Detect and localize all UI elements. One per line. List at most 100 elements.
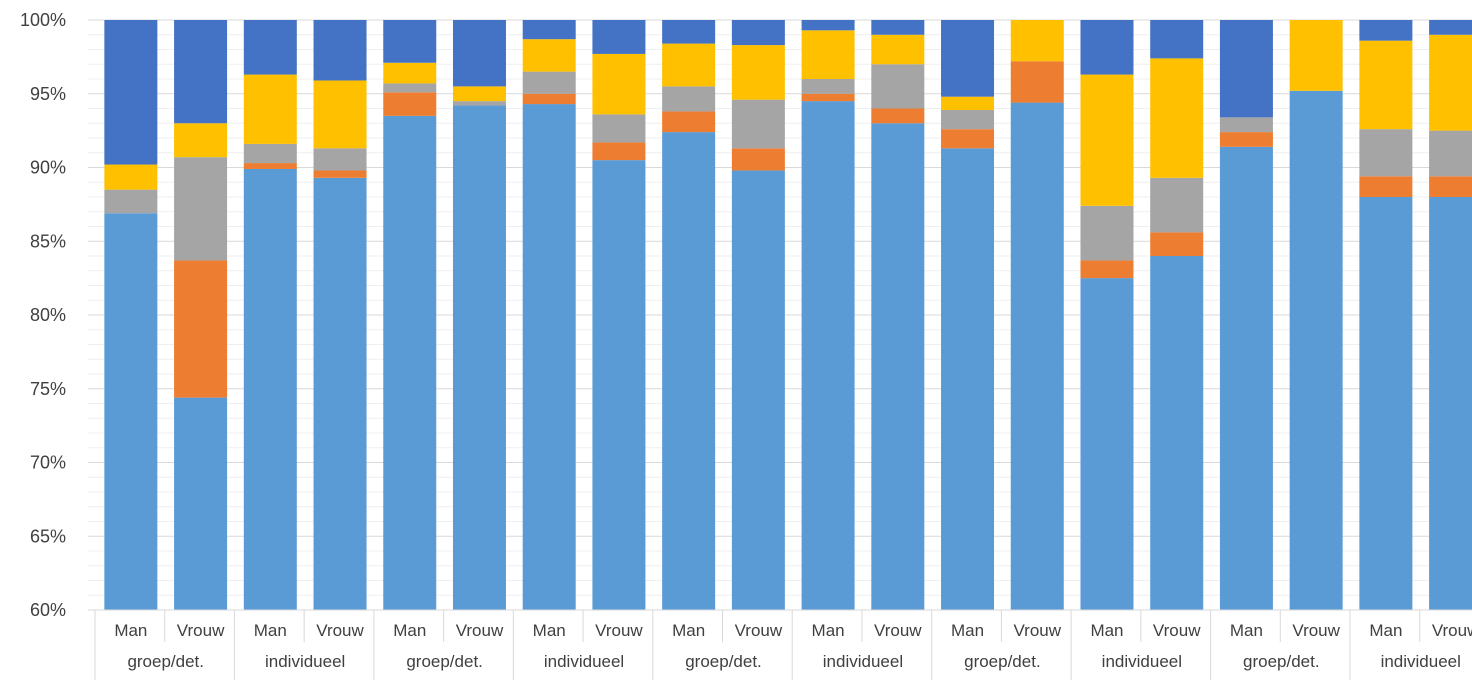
x-category-label: Man: [1369, 621, 1402, 640]
bar-segment-series-4: [174, 123, 228, 158]
x-category-label: Vrouw: [595, 621, 643, 640]
y-tick-label: 80%: [30, 305, 66, 325]
y-tick-label: 60%: [30, 600, 66, 620]
x-category-label: Man: [393, 621, 426, 640]
bar-segment-series-4: [313, 80, 367, 149]
bar-segment-series-5: [243, 20, 297, 75]
x-category-label: Man: [672, 621, 705, 640]
bar-segment-series-1: [174, 397, 228, 610]
bar-segment-series-3: [1219, 117, 1273, 133]
bar-segment-series-4: [662, 43, 716, 87]
bar-segment-series-4: [941, 96, 995, 110]
bar-segment-series-2: [1219, 132, 1273, 147]
bar-segment-series-3: [871, 64, 925, 109]
x-category-label: Man: [951, 621, 984, 640]
bar-segment-series-3: [383, 83, 437, 93]
bar-segment-series-1: [104, 213, 158, 610]
bar-segment-series-4: [1429, 34, 1472, 131]
bar-segment-series-3: [452, 101, 506, 106]
bar-segment-series-2: [174, 260, 228, 398]
bar-segment-series-3: [1080, 205, 1134, 261]
y-tick-label: 75%: [30, 379, 66, 399]
bar-segment-series-1: [1150, 256, 1204, 610]
labels: 60% 65% 70% 75% 80% 85% 90% 95% 100% Man Vrouw Man V…: [20, 10, 1472, 671]
bar-segment-series-5: [174, 20, 228, 124]
bar-segment-series-2: [313, 170, 367, 178]
y-tick-label: 100%: [20, 10, 66, 30]
x-category-label: Vrouw: [1153, 621, 1201, 640]
bar-segment-series-4: [1080, 74, 1134, 206]
bar-segment-series-3: [662, 86, 716, 112]
bar-segment-series-1: [1080, 278, 1134, 610]
bar-segment-series-1: [801, 101, 855, 610]
x-group-label: individueel: [823, 652, 903, 671]
y-tick-label: 85%: [30, 231, 66, 251]
bar-segment-series-2: [1080, 260, 1134, 279]
x-category-label: Vrouw: [1292, 621, 1340, 640]
bar-segment-series-4: [1010, 20, 1064, 62]
bar-segment-series-3: [941, 109, 995, 130]
y-tick-label: 95%: [30, 84, 66, 104]
x-category-label: Vrouw: [1013, 621, 1061, 640]
bar-segment-series-5: [731, 20, 785, 46]
y-tick-label: 70%: [30, 453, 66, 473]
bar-segment-series-4: [452, 86, 506, 102]
bar-segment-series-2: [662, 111, 716, 133]
bar-segment-series-3: [731, 99, 785, 149]
bar-segment-series-5: [313, 20, 367, 81]
bar-segment-series-4: [731, 45, 785, 100]
x-group-label: individueel: [544, 652, 624, 671]
bar-segment-series-4: [592, 53, 646, 115]
bar-segment-series-5: [801, 20, 855, 31]
bar-segment-series-1: [313, 177, 367, 610]
bar-segment-series-2: [1010, 61, 1064, 103]
bar-segment-series-2: [1359, 176, 1413, 197]
bar-segment-series-2: [1429, 176, 1472, 197]
x-category-label: Man: [812, 621, 845, 640]
bar-segment-series-5: [1150, 20, 1204, 59]
bar-segment-series-2: [941, 129, 995, 149]
bar-segment-series-3: [1150, 177, 1204, 233]
bar-segment-series-5: [452, 20, 506, 87]
bar-segment-series-3: [1359, 129, 1413, 177]
x-group-label: individueel: [265, 652, 345, 671]
bar-segment-series-5: [1359, 20, 1413, 41]
x-group-label: groep/det.: [1243, 652, 1320, 671]
bar-segment-series-4: [801, 30, 855, 79]
bar-segment-series-1: [452, 105, 506, 611]
bar-segment-series-2: [1150, 232, 1204, 256]
axes: [88, 609, 1472, 680]
y-tick-label: 90%: [30, 158, 66, 178]
bar-segment-series-1: [1289, 90, 1343, 611]
bar-segment-series-2: [801, 93, 855, 102]
bar-segment-series-1: [1010, 102, 1064, 610]
bar-segment-series-1: [1219, 146, 1273, 610]
x-group-label: groep/det.: [127, 652, 204, 671]
x-group-label: groep/det.: [964, 652, 1041, 671]
bar-segment-series-5: [871, 20, 925, 35]
bar-segment-series-3: [313, 148, 367, 171]
x-category-label: Man: [1230, 621, 1263, 640]
bar-segment-series-4: [383, 62, 437, 84]
bar-segment-series-1: [522, 104, 576, 610]
x-category-label: Vrouw: [874, 621, 922, 640]
bar-segment-series-5: [383, 20, 437, 63]
bar-segment-series-4: [871, 34, 925, 65]
bar-segment-series-5: [522, 20, 576, 40]
bar-segment-series-4: [1359, 40, 1413, 130]
bar-segment-series-3: [104, 189, 158, 214]
bar-segment-series-2: [243, 163, 297, 169]
bar-segment-series-1: [1359, 197, 1413, 610]
bar-segment-series-3: [592, 114, 646, 143]
x-group-label: individueel: [1381, 652, 1461, 671]
x-category-label: Man: [254, 621, 287, 640]
bar-segment-series-4: [1150, 58, 1204, 178]
bar-segment-series-2: [522, 93, 576, 105]
bar-segment-series-1: [243, 168, 297, 610]
x-category-label: Man: [114, 621, 147, 640]
x-group-label: individueel: [1102, 652, 1182, 671]
bar-segment-series-1: [941, 148, 995, 610]
bar-segment-series-3: [522, 71, 576, 94]
